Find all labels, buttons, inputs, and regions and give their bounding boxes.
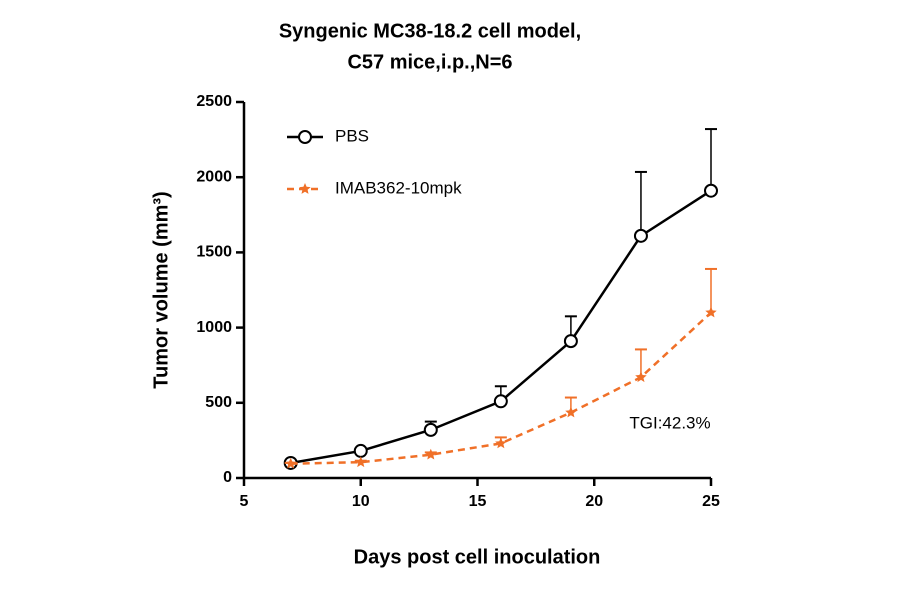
y-tick-label: 2000: [196, 168, 232, 185]
y-tick-label: 0: [223, 469, 232, 486]
x-tick-label: 5: [240, 493, 249, 510]
marker: [565, 406, 577, 418]
marker: [423, 422, 438, 437]
legend-marker: [298, 130, 312, 144]
chart-title: Syngenic MC38-18.2 cell model,: [279, 20, 581, 42]
x-tick-label: 20: [585, 493, 603, 510]
marker: [635, 371, 647, 383]
marker: [495, 437, 507, 449]
y-tick-label: 1000: [196, 319, 232, 336]
marker: [493, 394, 508, 409]
chart-title: C57 mice,i.p.,N=6: [347, 51, 512, 73]
marker: [633, 228, 648, 243]
y-axis-label: Tumor volume (mm³): [150, 191, 172, 388]
marker: [285, 457, 297, 469]
legend-label: PBS: [335, 126, 369, 145]
y-tick-label: 1500: [196, 244, 232, 261]
marker: [563, 334, 578, 349]
marker: [353, 443, 368, 458]
legend-marker: [299, 183, 311, 194]
y-tick-label: 2500: [196, 93, 232, 110]
x-tick-label: 10: [352, 493, 370, 510]
marker: [425, 448, 437, 460]
marker: [705, 306, 717, 318]
y-tick-label: 500: [205, 394, 232, 411]
x-tick-label: 15: [469, 493, 487, 510]
marker: [704, 183, 718, 198]
x-tick-label: 25: [702, 493, 720, 510]
annotation: TGI:42.3%: [629, 413, 710, 432]
x-axis-label: Days post cell inoculation: [354, 546, 601, 568]
legend-label: IMAB362-10mpk: [335, 178, 462, 197]
marker: [355, 456, 367, 468]
